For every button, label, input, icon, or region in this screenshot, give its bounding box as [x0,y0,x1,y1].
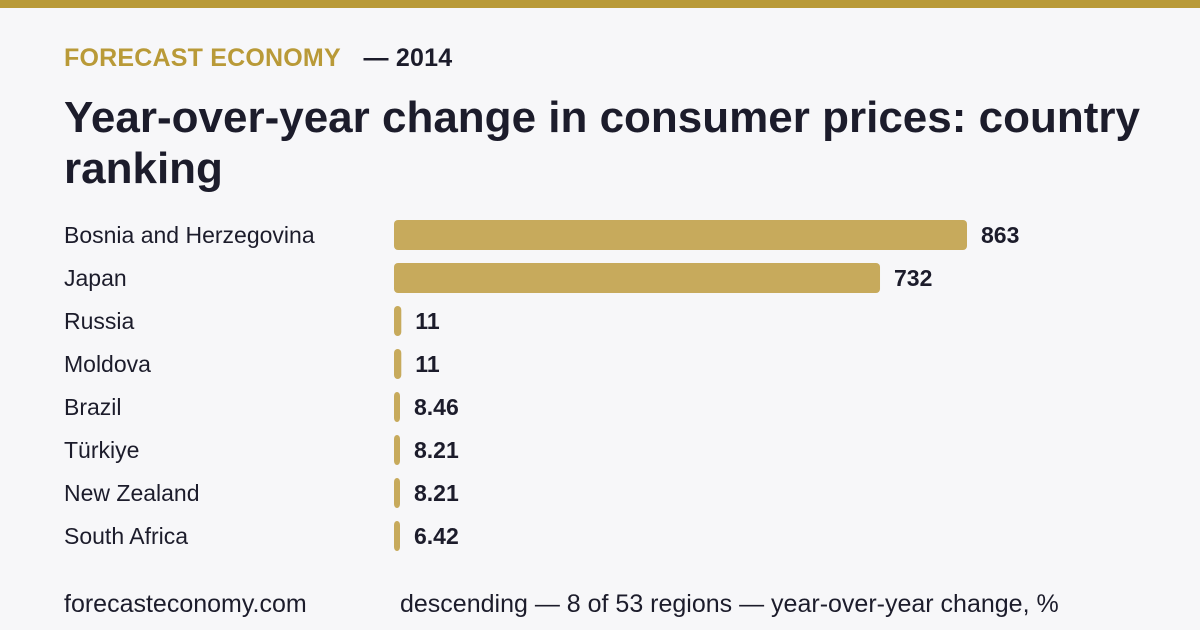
value-label: 11 [415,308,440,334]
year-label: — 2014 [363,44,453,72]
category-label: Russia [64,308,135,334]
category-label: South Africa [64,523,188,549]
value-label: 8.21 [414,437,459,463]
bar [394,435,400,465]
bar [394,521,400,551]
bar [394,306,402,336]
category-label: New Zealand [64,480,200,506]
chart-title: Year-over-year change in consumer prices… [64,93,1140,193]
value-label: 8.46 [414,394,459,420]
bar [394,392,400,422]
category-label: Japan [64,265,127,291]
brand-label: FORECAST ECONOMY [64,44,341,72]
bar [394,220,967,250]
footer-site[interactable]: forecasteconomy.com [64,590,307,618]
value-label: 11 [415,351,440,377]
value-label: 6.42 [414,523,459,549]
category-label: Brazil [64,394,122,420]
kicker: FORECAST ECONOMY — 2014 [64,44,452,73]
top-accent-bar [0,0,1200,8]
bar [394,349,402,379]
category-label: Moldova [64,351,151,377]
value-label: 863 [981,222,1019,248]
category-label: Türkiye [64,437,139,463]
value-label: 8.21 [414,480,459,506]
value-label: 732 [894,265,932,291]
bar [394,263,881,293]
bar [394,478,400,508]
footer-note: descending — 8 of 53 regions — year-over… [400,590,1059,618]
bar-chart: Bosnia and Herzegovina 863 Japan 732 Russia 1… [64,220,1019,551]
category-label: Bosnia and Herzegovina [64,222,315,248]
